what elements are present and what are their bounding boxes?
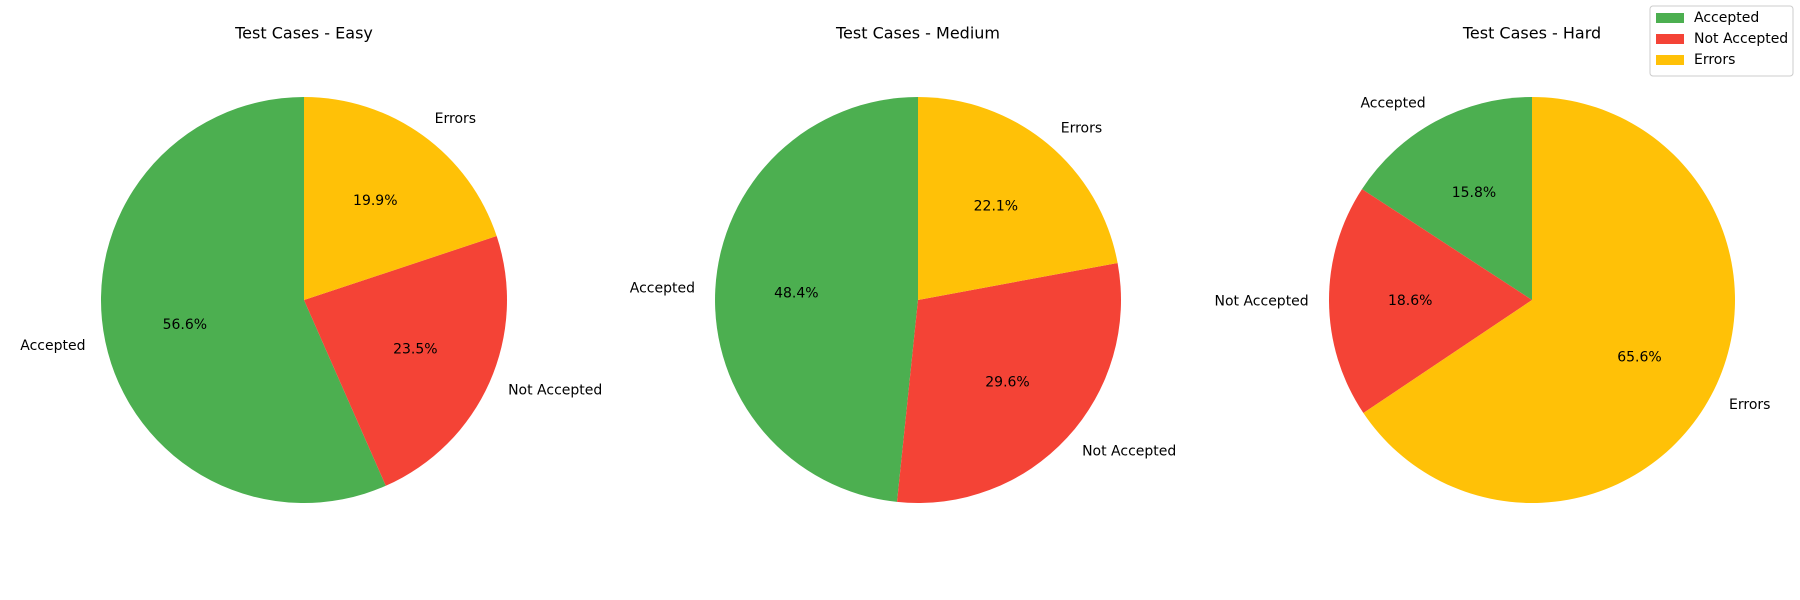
pie-slice-not-accepted — [304, 236, 508, 486]
chart-title: Test Cases - Hard — [1462, 24, 1601, 43]
slice-category-label: Not Accepted — [1082, 443, 1176, 459]
chart-title: Test Cases - Medium — [835, 24, 1000, 43]
slice-category-label: Accepted — [20, 338, 85, 354]
slice-category-label: Accepted — [1360, 96, 1425, 112]
pie-slice-not-accepted — [897, 262, 1122, 503]
legend-swatch — [1656, 34, 1684, 44]
slice-percent-label: 19.9% — [353, 193, 397, 209]
pie-slice-accepted — [715, 97, 918, 502]
pie-slice-errors — [1363, 97, 1735, 504]
pie-slice-errors — [304, 97, 497, 300]
legend-swatch — [1656, 55, 1684, 65]
slice-percent-label: 56.6% — [163, 317, 207, 333]
legend-swatch — [1656, 13, 1684, 23]
legend: Accepted Not Accepted Errors — [1649, 5, 1794, 77]
slice-category-label: Not Accepted — [1214, 293, 1308, 309]
pie-slice-errors — [918, 97, 1118, 300]
legend-box — [1649, 5, 1794, 77]
slice-percent-label: 22.1% — [974, 198, 1018, 214]
slice-category-label: Accepted — [630, 280, 695, 296]
pie-slice-not-accepted — [1328, 189, 1532, 414]
pie-slice-accepted — [100, 97, 386, 504]
legend-label: Errors — [1694, 52, 1735, 68]
legend-label: Accepted — [1694, 10, 1759, 26]
legend-label: Not Accepted — [1694, 31, 1788, 47]
slice-category-label: Errors — [1729, 397, 1770, 413]
slice-percent-label: 23.5% — [393, 341, 437, 357]
slice-percent-label: 65.6% — [1617, 349, 1661, 365]
slice-percent-label: 29.6% — [985, 375, 1029, 391]
slice-category-label: Not Accepted — [508, 383, 602, 399]
slice-category-label: Errors — [1061, 120, 1102, 136]
pie-chart-1: 56.6% Accepted 23.5% Not Accepted 19.9% Error… — [20, 24, 602, 504]
slice-category-label: Errors — [435, 111, 476, 127]
slice-percent-label: 18.6% — [1388, 293, 1432, 309]
pie-chart-3: 15.8% Accepted 18.6% Not Accepted 65.6% Error… — [1214, 24, 1770, 504]
pie-chart-2: 48.4% Accepted 29.6% Not Accepted 22.1% Error… — [630, 24, 1176, 503]
chart-title: Test Cases - Easy — [234, 24, 373, 43]
pie-slice-accepted — [1361, 97, 1532, 300]
slice-percent-label: 48.4% — [774, 286, 818, 302]
charts-layer: 56.6% Accepted 23.5% Not Accepted 19.9% Error… — [20, 24, 1770, 504]
slice-percent-label: 15.8% — [1452, 185, 1496, 201]
